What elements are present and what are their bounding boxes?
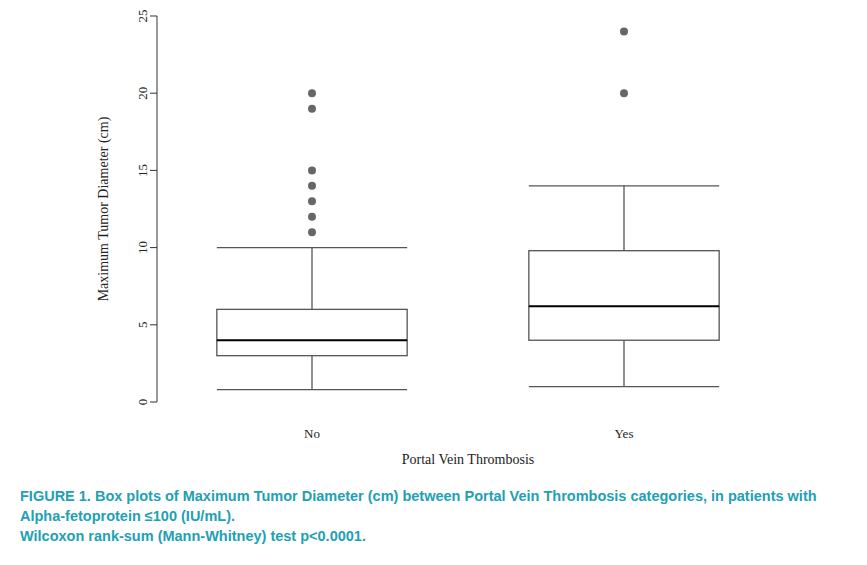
y-tick-label: 10 <box>135 241 150 254</box>
plot-area <box>217 27 719 389</box>
y-tick <box>150 247 157 248</box>
box <box>217 309 407 355</box>
x-axis-title: Portal Vein Thrombosis <box>402 452 535 467</box>
outlier <box>308 105 316 113</box>
outlier <box>620 89 628 97</box>
y-tick-label: 0 <box>135 399 150 406</box>
outlier <box>308 182 316 190</box>
lower-whisker <box>311 356 312 390</box>
outlier <box>308 197 316 205</box>
median <box>529 305 719 307</box>
upper-cap <box>529 185 719 186</box>
lower-whisker <box>623 340 624 386</box>
y-tick <box>150 402 157 403</box>
y-tick-label: 20 <box>135 87 150 100</box>
box <box>529 251 719 341</box>
upper-whisker <box>623 186 624 251</box>
y-tick-label: 5 <box>135 322 150 329</box>
y-axis-title: Maximum Tumor Diameter (cm) <box>96 116 112 301</box>
outlier <box>308 228 316 236</box>
upper-whisker <box>311 248 312 310</box>
median <box>217 339 407 341</box>
upper-cap <box>217 247 407 248</box>
outlier <box>308 166 316 174</box>
y-tick <box>150 324 157 325</box>
chart: 0 5 10 15 20 25 Maximum Tumor Diameter (cm) No Y… <box>0 0 867 480</box>
x-tick-label: No <box>304 426 320 441</box>
caption: FIGURE 1. Box plots of Maximum Tumor Dia… <box>20 486 865 546</box>
y-tick-label: 15 <box>135 164 150 177</box>
y-tick-label: 25 <box>135 10 150 23</box>
lower-cap <box>217 389 407 390</box>
lower-cap <box>529 386 719 387</box>
figure-note: Wilcoxon rank-sum (Mann-Whitney) test p<… <box>20 526 865 546</box>
y-tick <box>150 16 157 17</box>
figure-title: FIGURE 1. Box plots of Maximum Tumor Dia… <box>20 486 865 526</box>
outlier <box>620 27 628 35</box>
outlier <box>308 89 316 97</box>
x-tick-label: Yes <box>615 426 634 441</box>
y-tick <box>150 170 157 171</box>
y-tick <box>150 93 157 94</box>
outlier <box>308 213 316 221</box>
y-axis-line <box>157 16 158 402</box>
